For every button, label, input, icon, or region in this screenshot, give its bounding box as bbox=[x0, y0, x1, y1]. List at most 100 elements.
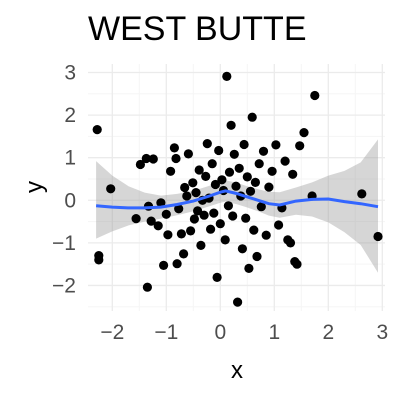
y-tick-label: −1 bbox=[52, 232, 76, 255]
data-point bbox=[234, 163, 244, 173]
scatter-points bbox=[92, 71, 383, 307]
data-point bbox=[226, 120, 236, 130]
data-point bbox=[171, 153, 181, 164]
data-point bbox=[180, 182, 190, 193]
data-point bbox=[186, 226, 196, 236]
x-axis-label: x bbox=[231, 357, 243, 384]
data-point bbox=[258, 146, 269, 156]
data-point bbox=[244, 263, 254, 273]
y-tick-label: 1 bbox=[64, 147, 76, 170]
data-point bbox=[153, 221, 163, 231]
data-point bbox=[148, 154, 158, 164]
data-point bbox=[245, 186, 256, 196]
data-point bbox=[274, 220, 284, 230]
data-point bbox=[252, 251, 262, 262]
data-point bbox=[202, 139, 212, 149]
data-point bbox=[106, 184, 116, 194]
data-point bbox=[183, 149, 193, 159]
chart-title: WEST BUTTE bbox=[88, 10, 307, 48]
confidence-ribbon bbox=[96, 139, 378, 273]
data-point bbox=[209, 208, 219, 218]
data-point bbox=[299, 128, 309, 138]
data-point bbox=[131, 214, 141, 224]
data-point bbox=[237, 244, 247, 254]
data-point bbox=[264, 182, 274, 192]
data-point bbox=[228, 211, 238, 221]
data-point bbox=[161, 209, 171, 219]
data-point bbox=[189, 214, 199, 224]
data-point bbox=[169, 143, 179, 153]
minor-gridlines bbox=[88, 64, 385, 311]
x-tick-label: 3 bbox=[376, 321, 388, 344]
data-point bbox=[271, 140, 281, 150]
data-point bbox=[241, 213, 251, 223]
data-point bbox=[94, 255, 104, 265]
data-point bbox=[210, 179, 220, 190]
smooth-line bbox=[95, 189, 379, 210]
data-point bbox=[223, 201, 233, 211]
data-point bbox=[212, 272, 222, 282]
y-tick-label: 2 bbox=[64, 104, 76, 127]
data-point bbox=[146, 216, 156, 226]
x-tick-label: 1 bbox=[268, 321, 280, 344]
data-point bbox=[135, 159, 145, 170]
data-point bbox=[217, 175, 227, 185]
data-point bbox=[92, 125, 102, 135]
data-point bbox=[373, 231, 383, 242]
data-point bbox=[254, 159, 264, 169]
data-point bbox=[285, 238, 296, 248]
y-axis-label: y bbox=[21, 181, 48, 193]
data-point bbox=[247, 112, 257, 122]
data-point bbox=[239, 139, 249, 150]
data-point bbox=[231, 181, 241, 191]
data-point bbox=[250, 177, 260, 187]
data-point bbox=[201, 171, 211, 181]
x-tick-labels: −2 −1 0 1 2 3 bbox=[100, 321, 388, 344]
data-point bbox=[196, 240, 206, 250]
data-point bbox=[207, 159, 217, 169]
data-point bbox=[222, 71, 232, 81]
data-point bbox=[357, 189, 367, 199]
data-point bbox=[159, 260, 169, 270]
data-point bbox=[295, 141, 305, 151]
data-point bbox=[156, 198, 166, 208]
data-point bbox=[224, 167, 235, 177]
data-point bbox=[256, 202, 266, 212]
data-point bbox=[193, 206, 203, 216]
data-point bbox=[188, 178, 198, 188]
y-tick-label: −2 bbox=[52, 274, 76, 297]
data-point bbox=[261, 230, 271, 240]
data-point bbox=[292, 259, 302, 269]
data-point bbox=[288, 169, 298, 179]
data-point bbox=[242, 172, 252, 182]
data-point bbox=[206, 224, 216, 234]
data-point bbox=[199, 210, 209, 220]
x-tick-label: −1 bbox=[154, 321, 178, 344]
data-point bbox=[233, 297, 243, 307]
data-point bbox=[174, 204, 184, 214]
data-point bbox=[163, 230, 173, 240]
data-point bbox=[194, 165, 204, 175]
data-point bbox=[172, 259, 182, 269]
data-point bbox=[214, 145, 224, 156]
data-point bbox=[267, 166, 277, 176]
data-point bbox=[249, 225, 259, 235]
y-tick-label: 3 bbox=[64, 62, 76, 85]
data-point bbox=[191, 188, 201, 198]
data-point bbox=[220, 235, 230, 245]
data-point bbox=[166, 166, 176, 176]
x-tick-label: −2 bbox=[100, 321, 124, 344]
y-tick-labels: −2 −1 0 1 2 3 bbox=[52, 62, 76, 298]
data-point bbox=[215, 219, 225, 229]
data-point bbox=[280, 156, 290, 166]
x-tick-label: 0 bbox=[214, 321, 226, 344]
data-point bbox=[142, 282, 152, 292]
data-point bbox=[182, 191, 192, 201]
data-point bbox=[176, 229, 186, 239]
x-tick-label: 2 bbox=[322, 321, 334, 344]
data-point bbox=[179, 249, 189, 259]
y-tick-label: 0 bbox=[64, 189, 76, 212]
data-point bbox=[141, 153, 151, 164]
